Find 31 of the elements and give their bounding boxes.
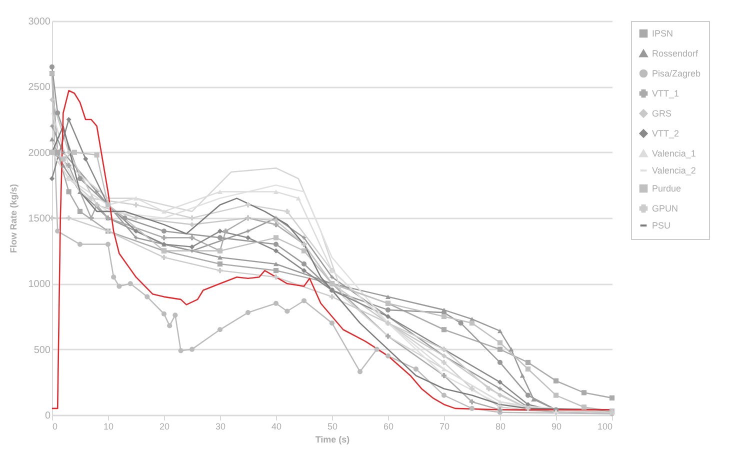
y-tick-label: 1500 <box>28 214 51 224</box>
y-tick-label: 3000 <box>28 16 51 28</box>
legend-label: GPUN <box>652 204 678 214</box>
x-tick-label: 100 <box>597 422 612 432</box>
legend-label: Rossendorf <box>652 48 699 58</box>
x-tick-label: 60 <box>383 422 394 432</box>
y-tick-label: 0 <box>44 410 51 422</box>
y-axis-title: Flow Rate (kg/s) <box>8 184 18 254</box>
legend-label: GRS <box>652 108 672 118</box>
x-tick-label: 50 <box>327 422 338 432</box>
legend-label: Pisa/Zagreb <box>652 68 701 78</box>
x-axis-title: Time (s) <box>315 434 350 444</box>
x-tick-label: 30 <box>215 422 226 432</box>
y-tick-label: 2000 <box>28 148 51 159</box>
x-tick-label: 0 <box>52 422 58 432</box>
y-tick-label: 1000 <box>28 279 51 290</box>
y-tick-label: 2500 <box>28 82 51 94</box>
legend-label: Purdue <box>652 184 682 194</box>
x-tick-label: 10 <box>103 422 114 432</box>
x-tick-label: 70 <box>439 422 450 432</box>
legend-label: VTT_2 <box>652 128 680 138</box>
y-tick-label: 500 <box>34 344 51 356</box>
legend-label: Valencia_2 <box>652 166 696 176</box>
x-tick-label: 90 <box>551 422 562 432</box>
x-tick-label: 80 <box>495 422 506 432</box>
legend-label: VTT_1 <box>652 88 680 98</box>
x-tick-label: 40 <box>271 422 282 432</box>
x-tick-label: 20 <box>159 422 170 432</box>
legend-label: IPSN <box>652 28 674 38</box>
legend-label: Valencia_1 <box>652 148 696 158</box>
legend-label: PSU <box>652 220 671 230</box>
